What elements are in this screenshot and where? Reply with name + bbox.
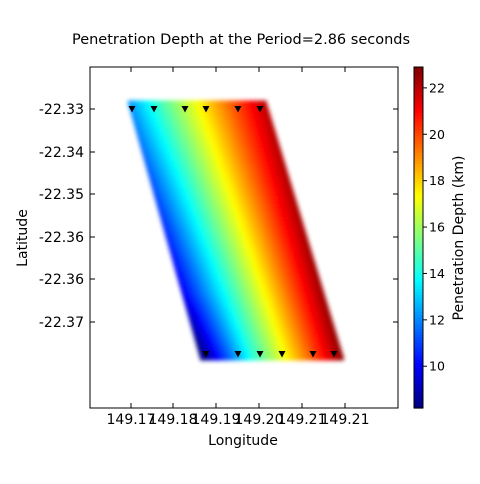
station-marker <box>202 351 210 358</box>
x-tick-label: 149.21 <box>278 412 327 428</box>
y-axis-label: Latitude <box>15 209 31 267</box>
station-marker <box>202 106 210 113</box>
station-markers <box>128 106 338 358</box>
colorbar-tick-label: 16 <box>429 220 445 235</box>
colorbar-tick-label: 10 <box>429 359 445 374</box>
station-marker <box>309 351 317 358</box>
x-tick-label: 149.18 <box>149 412 198 428</box>
x-tick-label: 149.20 <box>235 412 284 428</box>
station-marker <box>256 106 264 113</box>
y-tick-label: -22.35 <box>39 187 84 203</box>
y-tick-label: -22.33 <box>39 102 84 118</box>
colorbar-tick-label: 20 <box>429 127 445 142</box>
colorbar-tick-label: 22 <box>429 80 445 95</box>
heatmap-field <box>128 100 344 361</box>
chart-title: Penetration Depth at the Period=2.86 sec… <box>72 32 410 48</box>
y-tick-label: -22.34 <box>39 145 84 161</box>
colorbar-tick-label: 18 <box>429 173 445 188</box>
x-tick-label: 149.21 <box>321 412 370 428</box>
colorbar-tick-label: 12 <box>429 312 445 327</box>
colorbar-label: Penetration Depth (km) <box>451 156 467 321</box>
y-tick-label: -22.36 <box>39 230 84 246</box>
station-marker <box>128 106 136 113</box>
station-marker <box>256 351 264 358</box>
colorbar-tick-label: 14 <box>429 266 445 281</box>
station-marker <box>234 106 242 113</box>
station-marker <box>181 106 189 113</box>
station-marker <box>234 351 242 358</box>
y-tick-label: -22.36 <box>39 272 84 288</box>
colorbar: 10 12 14 16 18 20 22 <box>413 66 445 409</box>
heatmap-cells <box>128 100 344 361</box>
station-marker <box>278 351 286 358</box>
x-tick-label: 149.17 <box>107 412 156 428</box>
station-marker <box>330 351 338 358</box>
y-tick-label: -22.37 <box>39 315 84 331</box>
x-tick-label: 149.19 <box>192 412 241 428</box>
station-marker <box>150 106 158 113</box>
y-axis: -22.33 -22.34 -22.35 -22.36 -22.36 -22.37 <box>39 102 398 331</box>
colorbar-frame <box>413 66 424 409</box>
x-axis-label: Longitude <box>208 433 278 449</box>
